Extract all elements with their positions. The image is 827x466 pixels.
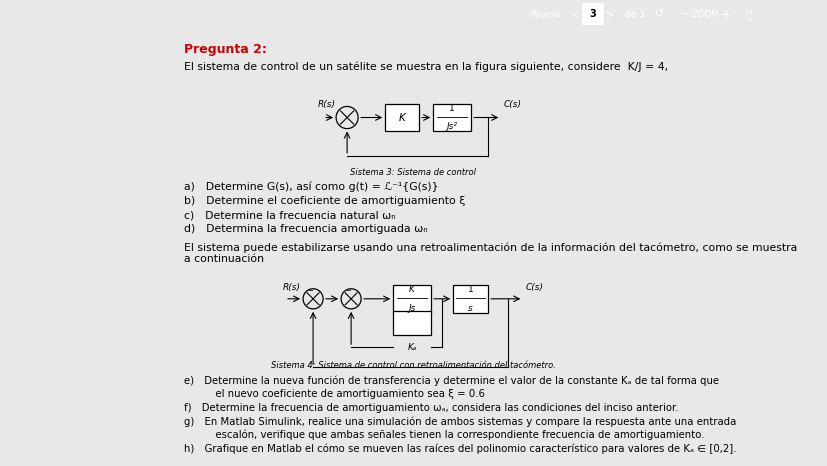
Text: Js: Js xyxy=(408,304,415,313)
Text: 1: 1 xyxy=(449,104,455,114)
Text: el nuevo coeficiente de amortiguamiento sea ξ = 0.6: el nuevo coeficiente de amortiguamiento … xyxy=(192,389,485,399)
Text: −: − xyxy=(345,288,351,294)
Text: R(s): R(s) xyxy=(318,101,336,110)
Text: a) Determine G(s), así como g(t) = ℒ⁻¹{G(s)}: a) Determine G(s), así como g(t) = ℒ⁻¹{G… xyxy=(184,182,438,192)
Text: b) Determine el coeficiente de amortiguamiento ξ: b) Determine el coeficiente de amortigua… xyxy=(184,196,465,206)
Bar xyxy=(393,285,431,313)
Text: g) En Matlab Simulink, realice una simulación de ambos sistemas y compare la res: g) En Matlab Simulink, realice una simul… xyxy=(184,416,735,427)
Text: e) Determine la nueva función de transferencia y determine el valor de la consta: e) Determine la nueva función de transfe… xyxy=(184,375,718,386)
Text: a continuación: a continuación xyxy=(184,254,264,265)
Text: >: > xyxy=(605,9,614,20)
Text: El sistema puede estabilizarse usando una retroalimentación de la información de: El sistema puede estabilizarse usando un… xyxy=(184,242,796,253)
Text: <: < xyxy=(571,9,578,20)
Bar xyxy=(433,104,471,130)
Text: ZOOM: ZOOM xyxy=(691,10,719,19)
Bar xyxy=(393,311,431,335)
Text: d) Determina la frecuencia amortiguada ωₙ: d) Determina la frecuencia amortiguada ω… xyxy=(184,224,427,234)
Text: Js²: Js² xyxy=(447,122,457,130)
Text: C(s): C(s) xyxy=(503,101,521,110)
Text: ⛶: ⛶ xyxy=(744,9,750,20)
Text: h) Grafique en Matlab el cómo se mueven las raíces del polinomio característico : h) Grafique en Matlab el cómo se mueven … xyxy=(184,443,735,454)
Bar xyxy=(581,3,603,26)
Text: −: − xyxy=(680,9,689,20)
Text: Página: Página xyxy=(529,10,559,19)
Text: de 3: de 3 xyxy=(624,10,644,19)
Text: s: s xyxy=(468,304,472,313)
Text: Sistema 4: Sistema de control con retroalimentación del tacómetro.: Sistema 4: Sistema de control con retroa… xyxy=(270,361,555,370)
Text: Pregunta 2:: Pregunta 2: xyxy=(184,43,266,56)
Text: R(s): R(s) xyxy=(283,283,301,292)
Text: f) Determine la frecuencia de amortiguamiento ωₐ, considera las condiciones del : f) Determine la frecuencia de amortiguam… xyxy=(184,403,677,412)
Text: +: + xyxy=(719,8,730,21)
Bar xyxy=(452,285,488,313)
Text: 3: 3 xyxy=(589,9,595,20)
Bar xyxy=(385,104,418,130)
Text: c) Determine la frecuencia natural ωₙ: c) Determine la frecuencia natural ωₙ xyxy=(184,210,395,220)
Text: 1: 1 xyxy=(467,285,473,294)
Text: C(s): C(s) xyxy=(524,283,543,292)
Text: Kₐ: Kₐ xyxy=(407,343,416,352)
Text: K: K xyxy=(399,112,405,123)
Text: El sistema de control de un satélite se muestra en la figura siguiente, consider: El sistema de control de un satélite se … xyxy=(184,61,667,72)
Text: K: K xyxy=(409,285,414,294)
Text: escalón, verifique que ambas señales tienen la correspondiente frecuencia de amo: escalón, verifique que ambas señales tie… xyxy=(192,430,704,440)
Text: ↺: ↺ xyxy=(654,9,664,20)
Text: −: − xyxy=(307,288,313,294)
Text: Sistema 3: Sistema de control: Sistema 3: Sistema de control xyxy=(350,168,476,177)
